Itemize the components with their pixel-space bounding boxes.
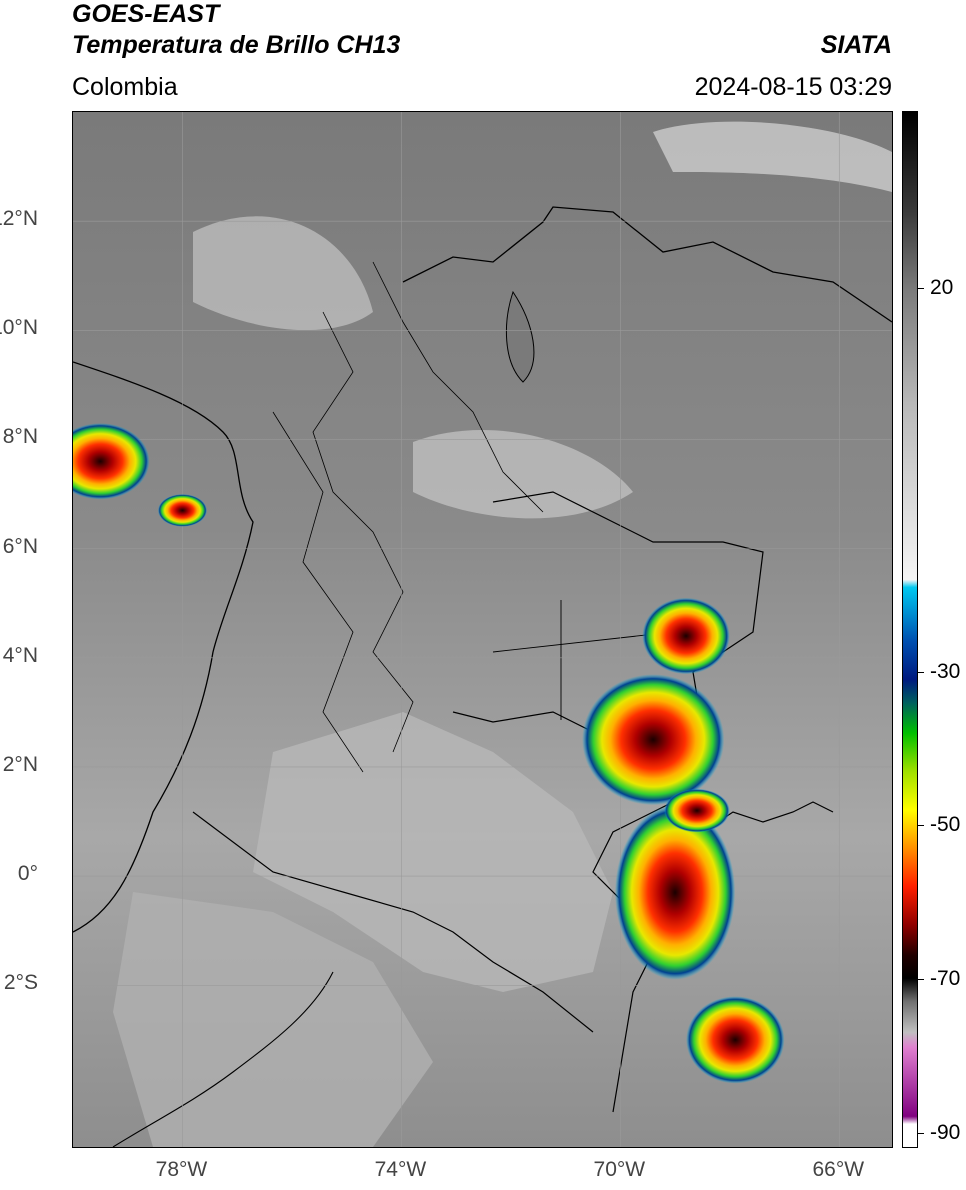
latitude-tick-label: 12°N xyxy=(0,207,38,231)
graticule xyxy=(73,112,892,1147)
longitude-tick-label: 70°W xyxy=(593,1158,646,1181)
pacific-coastline xyxy=(73,361,254,933)
caribbean-coastline xyxy=(402,206,892,323)
storm-cells xyxy=(73,423,785,1084)
storm-cell xyxy=(582,674,725,806)
coastline xyxy=(112,971,334,1147)
datetime-label: 2024-08-15 03:29 xyxy=(694,73,892,101)
cirrus-cloud xyxy=(193,216,373,331)
map-title-line2: Temperatura de Brillo CH13 xyxy=(72,31,401,59)
colorbar-tick-label: -90 xyxy=(930,1120,961,1144)
cirrus-cloud xyxy=(413,430,633,519)
department-border xyxy=(372,261,544,513)
latitude-tick-label: 6°N xyxy=(2,534,38,558)
storm-cell xyxy=(73,423,150,500)
longitude-tick-label: 78°W xyxy=(155,1158,208,1181)
warm-land-region xyxy=(113,892,433,1147)
colorbar-tick-mark xyxy=(918,979,924,980)
storm-cell xyxy=(664,788,730,833)
department-border xyxy=(312,311,414,753)
latitude-tick-label: 4°N xyxy=(2,643,38,667)
brand-label: SIATA xyxy=(820,31,892,59)
storm-cell xyxy=(642,597,730,675)
lake-maracaibo xyxy=(505,290,535,383)
warm-land-region xyxy=(253,712,613,992)
region-label: Colombia xyxy=(72,73,178,101)
colorbar-tick-label: -50 xyxy=(930,813,961,837)
latitude-tick-label: 0° xyxy=(17,862,38,886)
satellite-map xyxy=(72,111,893,1148)
colorbar-tick-label: -70 xyxy=(930,967,961,990)
colorbar-tick-mark xyxy=(918,671,924,673)
storm-cell xyxy=(157,494,208,527)
latitude-tick-label: 10°N xyxy=(0,316,38,340)
cirrus-cloud xyxy=(653,121,892,192)
map-canvas xyxy=(73,112,892,1147)
latitude-tick-label: 8°N xyxy=(2,425,38,449)
temperature-colorbar xyxy=(902,111,918,1148)
longitude-tick-label: 66°W xyxy=(812,1158,865,1181)
colorbar-tick-mark xyxy=(918,287,924,289)
colorbar-tick-label: -30 xyxy=(930,659,961,683)
colorbar-tick-label: 20 xyxy=(930,275,954,299)
department-border xyxy=(272,411,364,773)
storm-cell xyxy=(686,996,785,1084)
longitude-tick-label: 74°W xyxy=(374,1158,427,1181)
latitude-tick-label: 2°N xyxy=(2,752,38,776)
country-border xyxy=(192,811,594,1033)
map-title-line1: GOES-EAST xyxy=(72,0,220,28)
storm-cell xyxy=(614,805,736,980)
latitude-tick-label: 2°S xyxy=(3,971,38,995)
colorbar-tick-mark xyxy=(918,1132,924,1134)
colorbar-tick-mark xyxy=(918,825,924,827)
